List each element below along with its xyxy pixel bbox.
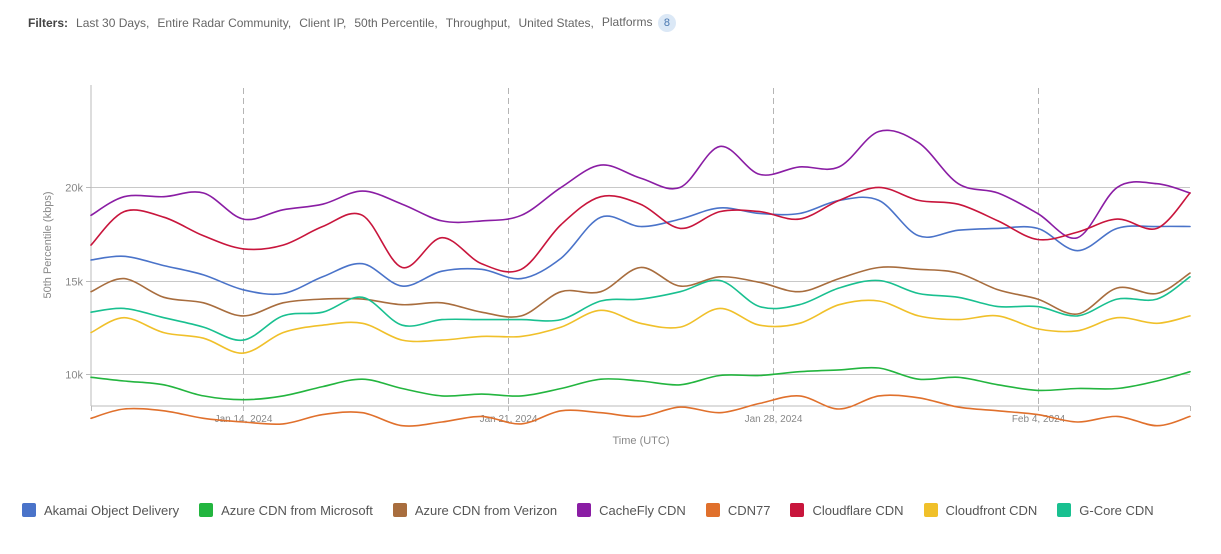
legend-item-cloudflare[interactable]: Cloudflare CDN <box>790 502 904 518</box>
legend-swatch <box>1057 503 1072 517</box>
legend-swatch <box>577 503 592 517</box>
series-line-cloudflare-cdn[interactable] <box>90 186 1191 273</box>
legend-label: Cloudflare CDN <box>812 502 904 518</box>
x-axis-title: Time (UTC) <box>612 435 669 447</box>
y-axis-title: 50th Percentile (kbps) <box>42 192 54 299</box>
legend-swatch <box>790 503 805 517</box>
x-tick-label: Jan 21, 2024 <box>480 414 538 425</box>
series-line-akamai-object-delivery[interactable] <box>90 196 1191 296</box>
filter-country[interactable]: United States, <box>518 16 594 30</box>
legend-label: Azure CDN from Verizon <box>414 502 558 518</box>
series-line-azure-cdn-from-verizon[interactable] <box>90 266 1191 318</box>
legend-item-azure-microsoft[interactable]: Azure CDN from Microsoft <box>199 503 373 518</box>
filter-platforms-label: Platforms <box>601 15 653 29</box>
x-tick-label: Feb 4, 2024 <box>1012 414 1066 425</box>
grid-layer <box>91 88 1190 406</box>
filters-bar: Filters: Last 30 Days, Entire Radar Comm… <box>28 12 676 34</box>
filter-metric[interactable]: Throughput, <box>445 16 511 30</box>
filter-date-range[interactable]: Last 30 Days, <box>76 16 150 30</box>
filter-percentile[interactable]: 50th Percentile, <box>354 16 438 30</box>
x-tick-label: Jan 14, 2024 <box>215 414 273 425</box>
legend-label: G-Core CDN <box>1079 502 1154 518</box>
x-tick-label: Jan 28, 2024 <box>745 414 803 425</box>
series-line-g-core-cdn[interactable] <box>90 276 1191 342</box>
legend-item-akamai[interactable]: Akamai Object Delivery <box>22 503 179 518</box>
filters-label: Filters: <box>28 16 69 30</box>
series-layer <box>90 129 1191 427</box>
legend-swatch <box>923 503 938 517</box>
y-tick-label: 20k <box>65 183 83 195</box>
legend-label: Akamai Object Delivery <box>44 502 180 518</box>
legend-item-gcore[interactable]: G-Core CDN <box>1057 502 1154 518</box>
legend-item-azure-verizon[interactable]: Azure CDN from Verizon <box>392 502 558 518</box>
filter-community[interactable]: Entire Radar Community, <box>157 16 292 30</box>
chart-legend: Akamai Object Delivery Azure CDN from Mi… <box>22 500 1154 520</box>
legend-item-cloudfront[interactable]: Cloudfront CDN <box>923 502 1038 518</box>
legend-label: Cloudfront CDN <box>945 502 1038 518</box>
legend-swatch <box>705 503 720 517</box>
series-line-cdn77[interactable] <box>90 394 1191 427</box>
y-tick-label: 10k <box>65 370 83 382</box>
legend-label: CacheFly CDN <box>599 502 686 518</box>
legend-swatch <box>199 503 214 517</box>
legend-swatch <box>22 503 36 517</box>
series-line-cloudfront-cdn[interactable] <box>90 299 1191 354</box>
legend-item-cachefly[interactable]: CacheFly CDN <box>577 503 686 518</box>
series-line-cachefly-cdn[interactable] <box>90 129 1191 239</box>
legend-label: Azure CDN from Microsoft <box>221 502 373 518</box>
series-line-azure-cdn-from-microsoft[interactable] <box>90 366 1191 401</box>
platforms-count-badge: 8 <box>657 14 676 32</box>
legend-label: CDN77 <box>727 502 771 518</box>
filter-ip-type[interactable]: Client IP, <box>299 16 347 30</box>
legend-swatch <box>392 503 407 517</box>
filter-platforms[interactable]: Platforms 8 <box>602 14 676 32</box>
y-tick-label: 15k <box>65 277 83 289</box>
legend-item-cdn77[interactable]: CDN77 <box>705 502 771 518</box>
